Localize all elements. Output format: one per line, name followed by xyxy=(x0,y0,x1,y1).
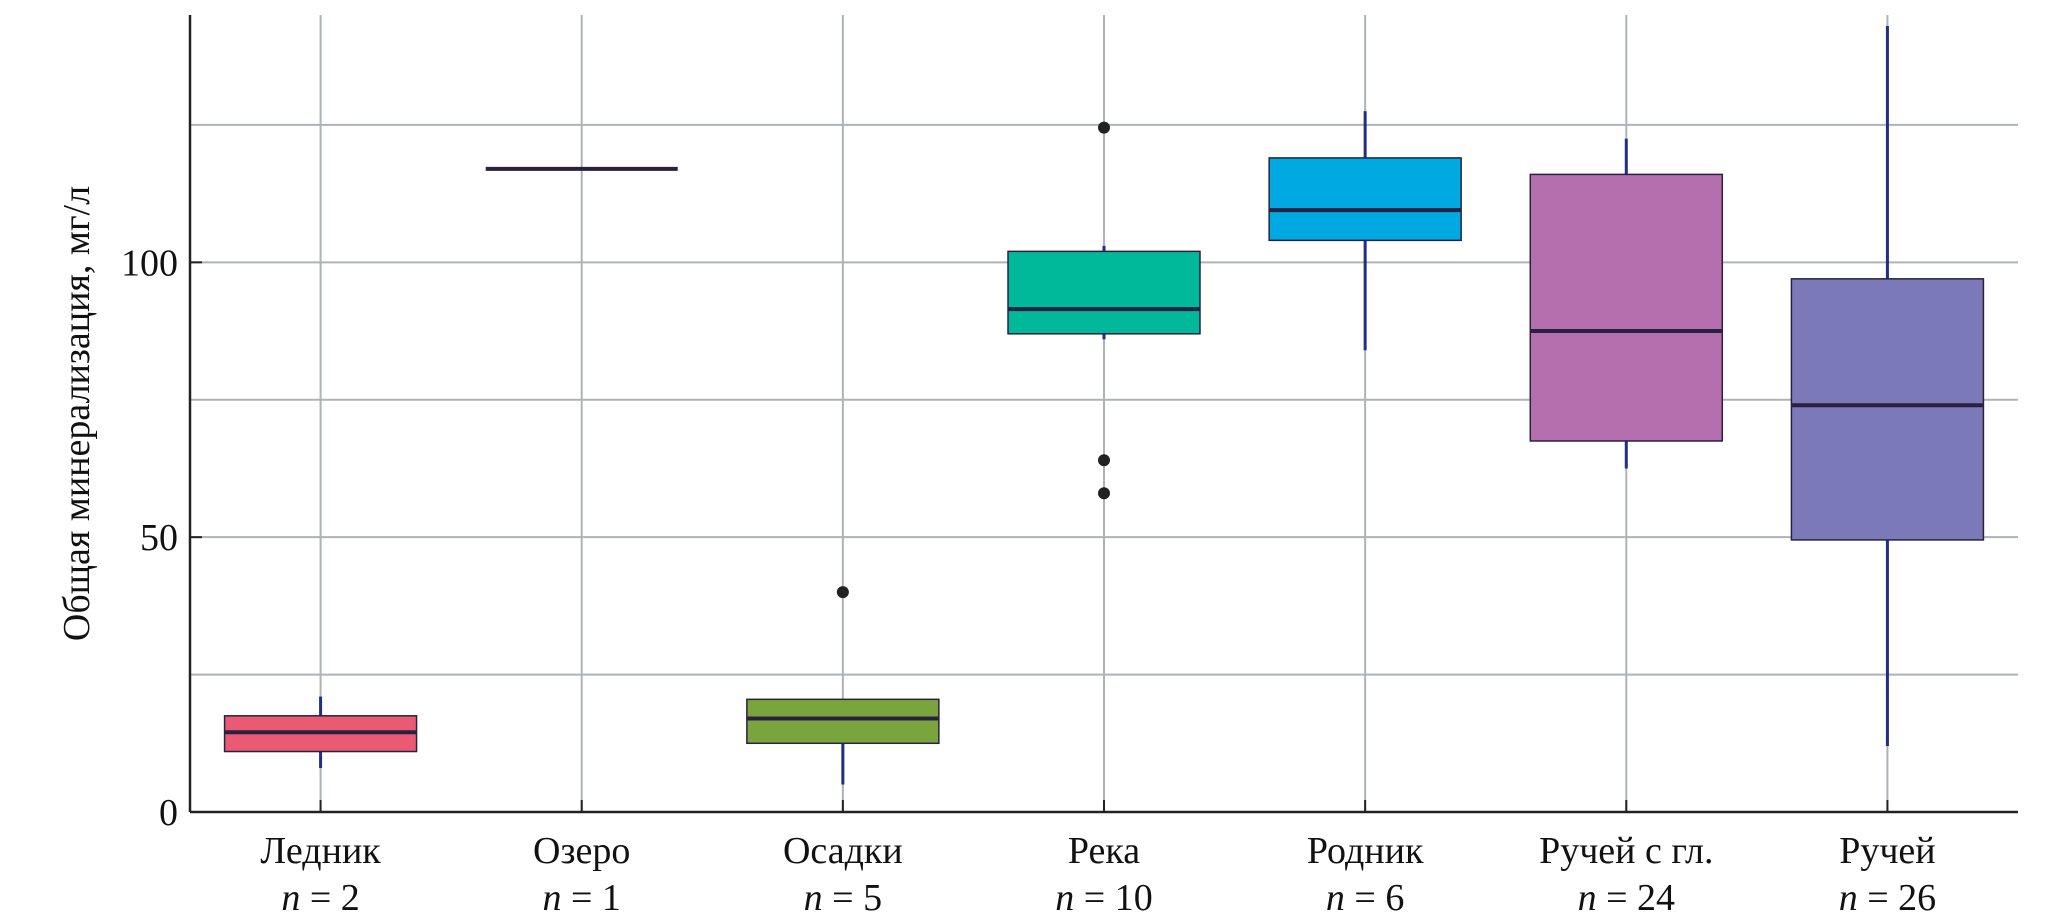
sample-size-symbol-5: n xyxy=(1578,877,1597,919)
box-group-4 xyxy=(1268,111,1462,351)
y-axis-title: Общая минерализация, мг/л xyxy=(56,186,98,641)
sample-size-operator-6: = xyxy=(1858,877,1898,919)
sample-size-label-1: n = 1 xyxy=(542,877,620,919)
sample-size-symbol-2: n xyxy=(804,877,823,919)
category-label-4: Родник xyxy=(1307,830,1424,872)
category-label-6: Ручей xyxy=(1839,830,1935,872)
sample-size-value-4: 6 xyxy=(1385,877,1404,919)
sample-size-label-4: n = 6 xyxy=(1326,877,1404,919)
category-label-2: Осадки xyxy=(783,830,903,872)
sample-size-operator-3: = xyxy=(1074,877,1114,919)
sample-size-label-0: n = 2 xyxy=(281,877,359,919)
sample-size-symbol-3: n xyxy=(1055,877,1074,919)
box-4 xyxy=(1268,157,1462,242)
sample-size-symbol-6: n xyxy=(1839,877,1858,919)
category-label-3: Река xyxy=(1068,830,1140,872)
y-tick-label-2: 100 xyxy=(121,242,178,284)
y-tick-label-0: 0 xyxy=(159,792,178,834)
outlier-3-1 xyxy=(1098,454,1110,467)
category-label-1: Озеро xyxy=(533,830,630,872)
box-layer xyxy=(223,25,1985,785)
category-label-5: Ручей с гл. xyxy=(1539,830,1713,872)
grid-layer xyxy=(190,15,2018,812)
sample-size-label-5: n = 24 xyxy=(1578,877,1675,919)
sample-size-operator-2: = xyxy=(823,877,863,919)
sample-size-value-6: 26 xyxy=(1898,877,1936,919)
sample-size-value-0: 2 xyxy=(341,877,360,919)
box-group-6 xyxy=(1790,25,1985,747)
sample-size-value-3: 10 xyxy=(1115,877,1153,919)
box-2 xyxy=(746,698,940,745)
box-group-3 xyxy=(1007,121,1201,500)
sample-size-operator-1: = xyxy=(561,877,601,919)
box-3 xyxy=(1007,250,1201,335)
category-label-0: Ледник xyxy=(260,830,381,872)
box-5 xyxy=(1529,173,1724,442)
box-6 xyxy=(1790,278,1985,541)
sample-size-symbol-0: n xyxy=(281,877,300,919)
sample-size-label-3: n = 10 xyxy=(1055,877,1152,919)
outlier-3-0 xyxy=(1098,121,1110,134)
sample-size-value-5: 24 xyxy=(1637,877,1675,919)
outlier-2-0 xyxy=(836,586,849,599)
sample-size-label-6: n = 26 xyxy=(1839,877,1936,919)
sample-size-operator-0: = xyxy=(300,877,340,919)
sample-size-symbol-1: n xyxy=(542,877,561,919)
box-group-2 xyxy=(746,586,940,785)
sample-size-operator-5: = xyxy=(1597,877,1637,919)
axis-layer xyxy=(188,15,2018,814)
sample-size-value-1: 1 xyxy=(602,877,621,919)
sample-size-label-2: n = 5 xyxy=(804,877,882,919)
box-group-5 xyxy=(1529,138,1724,469)
sample-size-operator-4: = xyxy=(1345,877,1385,919)
sample-size-value-2: 5 xyxy=(863,877,882,919)
y-tick-label-1: 50 xyxy=(140,517,178,559)
label-layer: 0 50 100 Общая минерализация, мг/л Ледник n =… xyxy=(56,186,1936,919)
sample-size-symbol-4: n xyxy=(1326,877,1345,919)
box-group-0 xyxy=(223,696,418,769)
outlier-3-2 xyxy=(1098,487,1110,500)
